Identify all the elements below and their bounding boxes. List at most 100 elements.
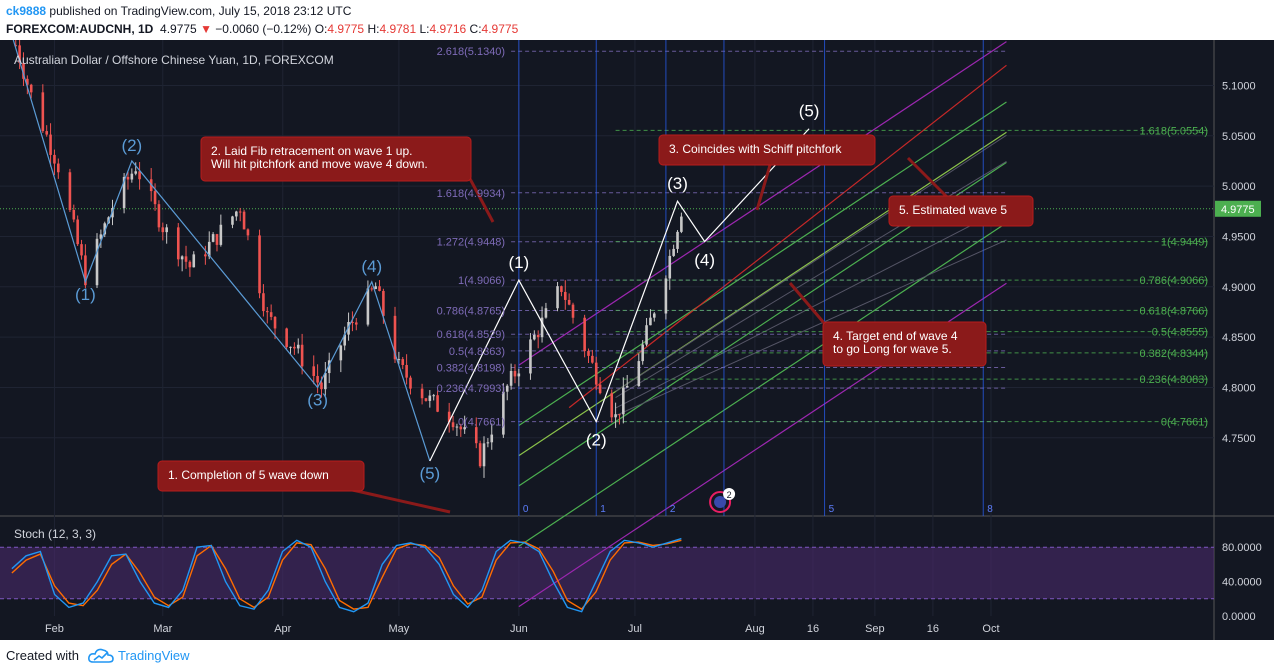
candle-body (165, 227, 168, 233)
candle-body (668, 255, 672, 279)
candle-body (76, 219, 79, 245)
candle-body (153, 191, 157, 205)
candle-body (18, 45, 21, 63)
price-tick-label: 4.9500 (1222, 231, 1256, 243)
candle-body (300, 344, 304, 367)
candle-body (374, 286, 377, 289)
stoch-d-line (11, 539, 682, 611)
time-tick-label: Sep (865, 623, 885, 635)
fib1-level-label: 0.5(4.8363) (449, 346, 505, 358)
time-tick-label: Mar (153, 623, 172, 635)
candle-body (432, 395, 435, 397)
grid (0, 40, 1214, 616)
candle-body (459, 426, 463, 430)
time-tick-label: Apr (274, 623, 291, 635)
candle-body (192, 254, 196, 268)
fib1-level-label: 1.618(4.9934) (437, 188, 506, 200)
low-value: 4.9716 (429, 22, 467, 36)
candle-body (45, 131, 48, 135)
candle-body (622, 387, 625, 415)
candle-body (80, 244, 83, 256)
candle-body (211, 234, 215, 242)
candle-body (544, 308, 548, 318)
publish-line: ck9888 published on TradingView.com, Jul… (6, 4, 351, 18)
candle-body (231, 216, 234, 225)
price-tick-label: 5.0000 (1222, 181, 1256, 193)
fib2-level-label: 0.618(4.8766) (1140, 305, 1209, 317)
candle-body (513, 370, 517, 377)
candle-body (509, 370, 513, 386)
candle-body (312, 366, 316, 376)
candle-body (370, 288, 374, 290)
candle-body (53, 154, 56, 164)
candle-body (625, 386, 629, 388)
change-value: −0.0060 (−0.12%) (215, 22, 312, 36)
time-cycle-label: 2 (670, 504, 676, 515)
badge-count: 2 (727, 490, 732, 500)
price-tick-label: 5.1000 (1222, 80, 1256, 92)
stoch-band (0, 547, 1214, 599)
candle-body (262, 293, 265, 312)
wave-up-label: (1) (508, 253, 529, 272)
candle-body (29, 84, 33, 93)
candle-body (57, 163, 60, 173)
chart-title: Australian Dollar / Offshore Chinese Yua… (14, 53, 334, 67)
fib1-level-label: 1(4.9066) (458, 275, 505, 287)
pitchfork-line (518, 131, 1007, 457)
candle-body (99, 234, 103, 239)
candle-body (652, 313, 656, 318)
chart-canvas[interactable]: 1. Completion of 5 wave down 2. Laid Fib … (0, 40, 1274, 640)
callout-text: 3. Coincides with Schiff pitchfork (669, 142, 843, 156)
tradingview-cloud-icon[interactable] (88, 647, 114, 665)
fib1-level-label: 0.786(4.8765) (437, 305, 506, 317)
candle-body (138, 171, 141, 180)
last-price-badge-text: 4.9775 (1221, 204, 1255, 216)
tradingview-link[interactable]: TradingView (118, 648, 190, 663)
wave-up-label: (4) (694, 250, 715, 269)
last-price-badge (1215, 200, 1261, 217)
candle-body (587, 351, 590, 356)
time-tick-label: Jul (628, 623, 642, 635)
candle-body (84, 255, 87, 286)
candle-body (428, 395, 432, 401)
created-with-text: Created with (6, 648, 79, 663)
fib2-level-label: 0.786(4.9066) (1140, 275, 1209, 287)
candle-body (401, 359, 405, 365)
candle-body (14, 45, 18, 47)
time-cycle-label: 8 (987, 504, 993, 515)
fan-line (615, 134, 1007, 392)
publisher-name[interactable]: ck9888 (6, 4, 47, 18)
candle-body (316, 375, 319, 383)
callout-pointer (906, 156, 952, 202)
fib2-level-label: 1.618(5.0554) (1140, 125, 1209, 137)
open-value: 4.9775 (327, 22, 365, 36)
time-cycle-label: 5 (829, 504, 835, 515)
high-label: H: (367, 22, 380, 36)
candle-body (463, 427, 466, 430)
fib1-level-label: 2.618(5.1340) (437, 46, 506, 58)
candle-body (436, 395, 439, 412)
symbol-line: FOREXCOM:AUDCNH, 1D (6, 22, 154, 36)
wave-down-label: (5) (419, 464, 440, 483)
candle-body (517, 373, 521, 377)
high-value: 4.9781 (379, 22, 417, 36)
candle-body (22, 62, 25, 79)
callout-text: to go Long for wave 5. (833, 342, 952, 356)
stoch-title: Stoch (12, 3, 3) (14, 527, 96, 541)
wave-down-label: (2) (121, 136, 142, 155)
wave-down-label: (1) (75, 285, 96, 304)
fan-line (615, 239, 1007, 417)
candle-body (486, 442, 490, 444)
candle-body (103, 223, 107, 235)
candle-body (645, 325, 648, 345)
price-tick-label: 4.8500 (1222, 332, 1256, 344)
price-axis (1214, 40, 1274, 640)
callout-box (200, 136, 472, 182)
candle-body (134, 171, 138, 174)
candle-body (672, 248, 675, 256)
candle-body (207, 241, 211, 257)
candle-body (583, 317, 586, 352)
candle-body (378, 286, 381, 291)
candle-body (598, 384, 602, 394)
candle-body (130, 173, 134, 180)
